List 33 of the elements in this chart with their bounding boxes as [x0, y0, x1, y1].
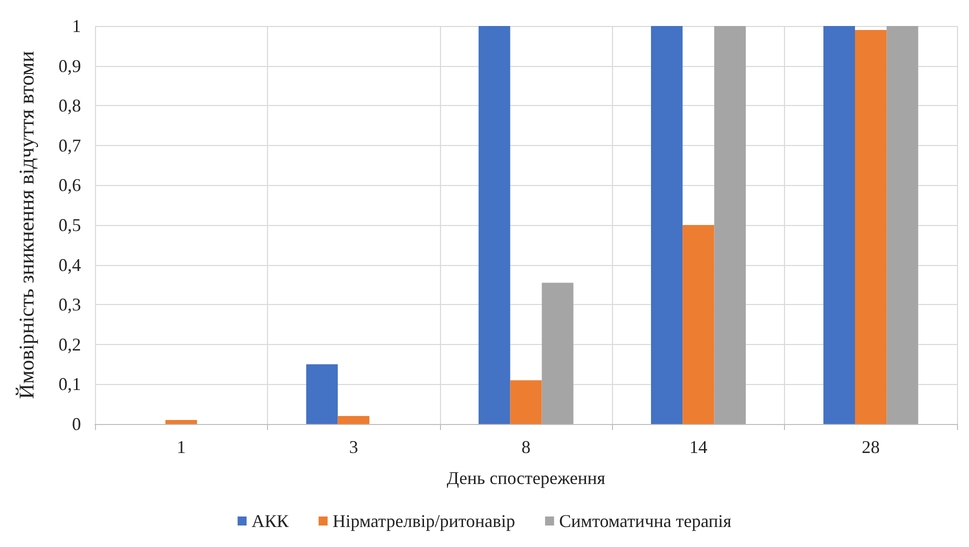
x-tick-label: 8 [522, 437, 530, 457]
bar [542, 282, 574, 424]
x-tick-label: 28 [862, 437, 880, 457]
legend-label: Нірматрелвір/ритонавір [332, 511, 516, 531]
bar [306, 364, 338, 424]
y-tick-label: 0,6 [58, 175, 81, 196]
bar [823, 26, 855, 424]
legend-label: Симтоматична терапія [559, 511, 732, 531]
bar [650, 26, 683, 424]
y-tick-label: 0,5 [58, 215, 81, 235]
y-tick-label: 0,2 [58, 334, 81, 354]
legend-label: АКК [252, 511, 290, 531]
y-tick-label: 0,3 [58, 294, 81, 315]
bar [338, 416, 370, 424]
bar [165, 420, 198, 424]
bar [714, 26, 746, 424]
y-axis-title: Ймовірність зникнення відчуття втоми [14, 51, 38, 399]
y-tick-label: 0,9 [58, 56, 81, 76]
bar [682, 225, 714, 424]
x-tick-label: 1 [176, 437, 186, 457]
y-tick-label: 0,1 [58, 374, 81, 394]
x-tick-label: 3 [349, 437, 358, 457]
y-tick-label: 0,4 [58, 254, 81, 275]
y-tick-label: 1 [72, 16, 81, 36]
y-tick-label: 0 [72, 414, 81, 434]
x-axis-title: День спостереження [446, 468, 606, 488]
bar [854, 30, 887, 424]
bar [510, 380, 542, 424]
x-tick-label: 14 [689, 437, 708, 457]
bar [478, 26, 510, 424]
y-tick-label: 0,7 [58, 135, 81, 156]
y-tick-label: 0,8 [58, 96, 81, 116]
bar [886, 26, 918, 424]
